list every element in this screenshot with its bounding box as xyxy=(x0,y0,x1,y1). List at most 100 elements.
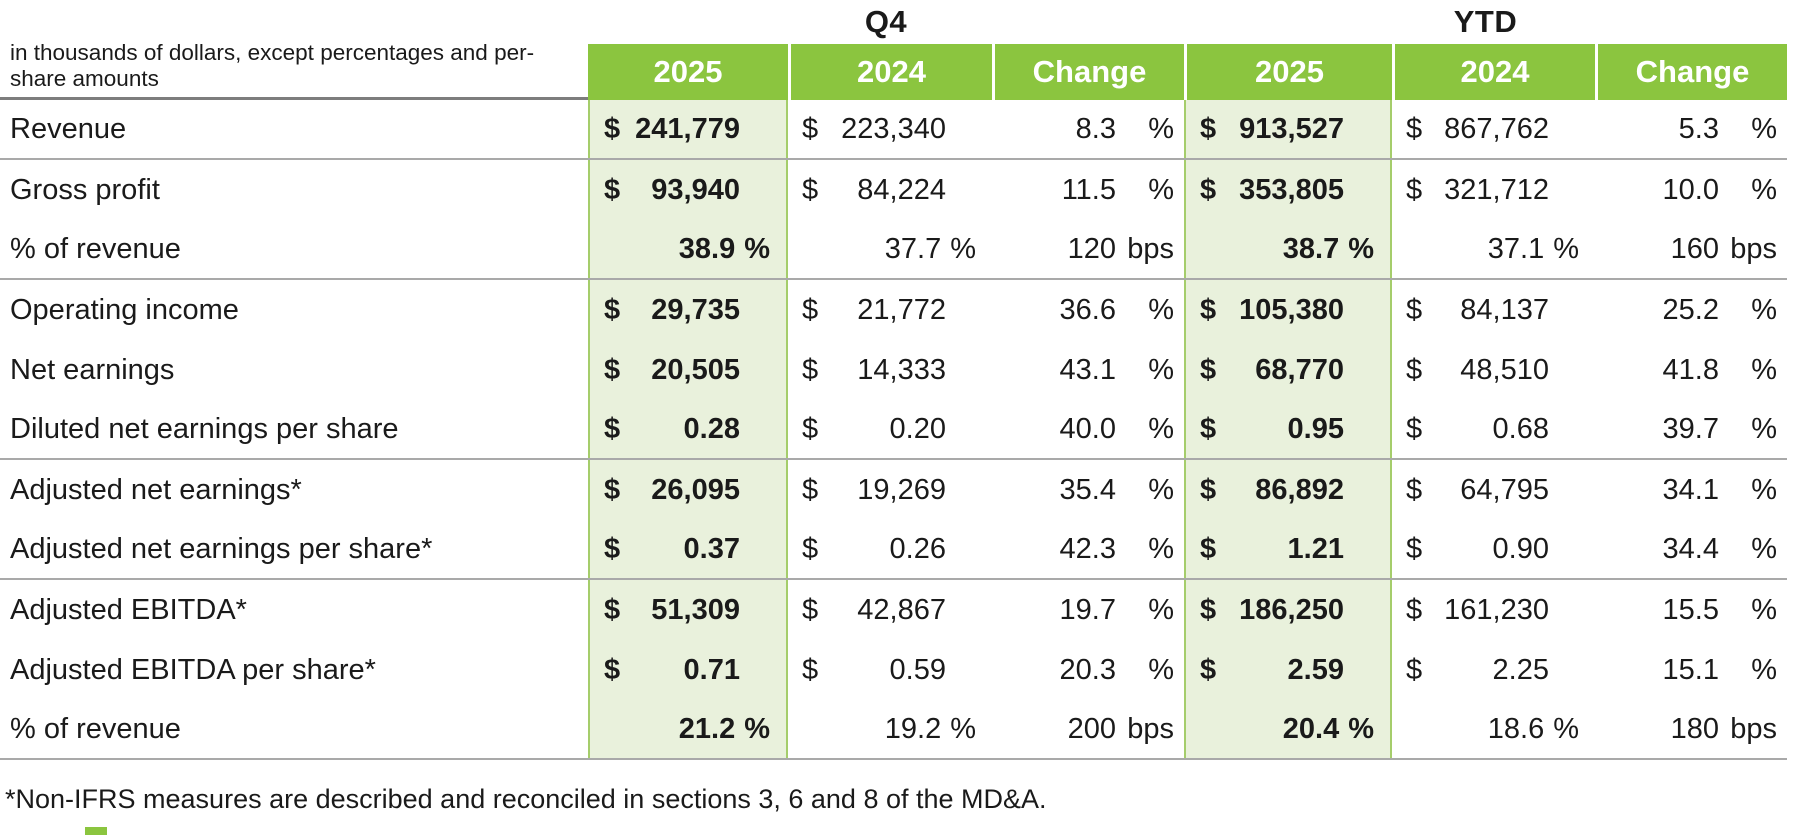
table-row: Net earnings $20,505 $14,333 43.1% $68,770 $4… xyxy=(0,340,1787,400)
table-row: Adjusted EBITDA per share* $0.71 $0.59 20.3… xyxy=(0,640,1787,700)
cell-pct: 38.9% xyxy=(588,220,788,278)
cell-value: 41.8 xyxy=(1662,353,1719,386)
cell-money: $1.21 xyxy=(1184,520,1392,578)
cell-money: $0.20 xyxy=(788,400,992,458)
cell-pct: 18.6% xyxy=(1392,700,1595,758)
cell-value: 1.21 xyxy=(1287,532,1344,565)
dollar-sign: $ xyxy=(802,532,819,565)
header-ytd-2025: 2025 xyxy=(1184,44,1392,100)
cell-unit: % xyxy=(1348,232,1374,265)
dollar-sign: $ xyxy=(1200,173,1217,206)
cell-change: 11.5% xyxy=(992,160,1184,220)
cell-change: 39.7% xyxy=(1595,400,1787,458)
cell-value: 241,779 xyxy=(635,112,740,145)
dollar-sign: $ xyxy=(1406,412,1423,445)
cell-money: $64,795 xyxy=(1392,460,1595,520)
cell-value: 913,527 xyxy=(1239,112,1344,145)
cell-value: 48,510 xyxy=(1460,353,1549,386)
dollar-sign: $ xyxy=(604,473,621,506)
cell-money: $0.71 xyxy=(588,640,788,700)
cell-money: $48,510 xyxy=(1392,340,1595,400)
table-row: Operating income $29,735 $21,772 36.6% $105,… xyxy=(0,280,1787,340)
dollar-sign: $ xyxy=(604,293,621,326)
cell-unit: % xyxy=(1751,593,1777,626)
dollar-sign: $ xyxy=(604,412,621,445)
cell-value: 86,892 xyxy=(1255,473,1344,506)
cell-value: 29,735 xyxy=(651,293,740,326)
cell-value: 26,095 xyxy=(651,473,740,506)
dollar-sign: $ xyxy=(802,653,819,686)
cell-value: 40.0 xyxy=(1059,412,1116,445)
cell-unit: % xyxy=(1751,473,1777,506)
cell-value: 15.5 xyxy=(1662,593,1719,626)
cell-pct: 19.2% xyxy=(788,700,992,758)
cell-value: 120 xyxy=(1067,232,1116,265)
cell-value: 0.95 xyxy=(1287,412,1344,445)
cell-money: $0.26 xyxy=(788,520,992,578)
table-header-row: in thousands of dollars, except percenta… xyxy=(0,40,1787,100)
row-label: Adjusted EBITDA* xyxy=(10,593,247,626)
header-q4-change: Change xyxy=(992,44,1184,100)
table-body: Revenue $241,779 $223,340 8.3% $913,527 $867,… xyxy=(0,100,1787,760)
cell-unit: % xyxy=(1553,712,1579,745)
header-ytd-2024: 2024 xyxy=(1392,44,1595,100)
header-q4-2024: 2024 xyxy=(788,44,992,100)
cell-unit: % xyxy=(1148,353,1174,386)
dollar-sign: $ xyxy=(802,412,819,445)
cell-money: $0.95 xyxy=(1184,400,1392,458)
cell-money: $93,940 xyxy=(588,160,788,220)
cell-unit: % xyxy=(1148,473,1174,506)
row-label: Operating income xyxy=(10,293,239,326)
cell-change: 15.1% xyxy=(1595,640,1787,700)
period-titles-row: Q4 YTD xyxy=(0,0,1787,44)
cell-value: 20.4 xyxy=(1282,712,1340,745)
cell-value: 20,505 xyxy=(651,353,740,386)
cell-value: 36.6 xyxy=(1059,293,1116,326)
cell-value: 42.3 xyxy=(1059,532,1116,565)
cell-unit: % xyxy=(950,712,976,745)
cell-money: $84,224 xyxy=(788,160,992,220)
cell-money: $105,380 xyxy=(1184,280,1392,340)
cell-unit: % xyxy=(1751,293,1777,326)
cell-value: 21.2 xyxy=(678,712,736,745)
cell-value: 353,805 xyxy=(1239,173,1344,206)
cell-money: $0.28 xyxy=(588,400,788,458)
cell-value: 38.9 xyxy=(678,232,736,265)
cell-pct: 21.2% xyxy=(588,700,788,758)
cell-value: 43.1 xyxy=(1059,353,1116,386)
cell-value: 93,940 xyxy=(651,173,740,206)
cell-money: $26,095 xyxy=(588,460,788,520)
cell-value: 18.6 xyxy=(1487,712,1545,745)
cell-money: $867,762 xyxy=(1392,100,1595,158)
cell-change: 15.5% xyxy=(1595,580,1787,640)
cell-value: 200 xyxy=(1067,712,1116,745)
cell-change: 43.1% xyxy=(992,340,1184,400)
cell-money: $223,340 xyxy=(788,100,992,158)
row-label: Gross profit xyxy=(10,173,160,206)
cell-value: 37.7 xyxy=(884,232,942,265)
dollar-sign: $ xyxy=(1406,593,1423,626)
dollar-sign: $ xyxy=(1406,112,1423,145)
cell-unit: bps xyxy=(1730,232,1777,265)
cell-value: 0.71 xyxy=(683,653,740,686)
cell-unit: % xyxy=(744,232,770,265)
cell-money: $20,505 xyxy=(588,340,788,400)
dollar-sign: $ xyxy=(802,473,819,506)
page-decoration-green-bar xyxy=(85,827,107,835)
cell-money: $0.59 xyxy=(788,640,992,700)
cell-unit: bps xyxy=(1127,712,1174,745)
cell-money: $913,527 xyxy=(1184,100,1392,158)
cell-value: 10.0 xyxy=(1662,173,1719,206)
dollar-sign: $ xyxy=(802,173,819,206)
cell-value: 84,224 xyxy=(857,173,946,206)
cell-value: 867,762 xyxy=(1444,112,1549,145)
dollar-sign: $ xyxy=(604,173,621,206)
cell-change: 120 bps xyxy=(992,220,1184,278)
cell-value: 11.5 xyxy=(1061,173,1116,206)
cell-change: 20.3% xyxy=(992,640,1184,700)
dollar-sign: $ xyxy=(604,593,621,626)
cell-money: $0.37 xyxy=(588,520,788,578)
cell-value: 0.37 xyxy=(683,532,740,565)
header-q4-2025: 2025 xyxy=(588,44,788,100)
dollar-sign: $ xyxy=(1406,353,1423,386)
